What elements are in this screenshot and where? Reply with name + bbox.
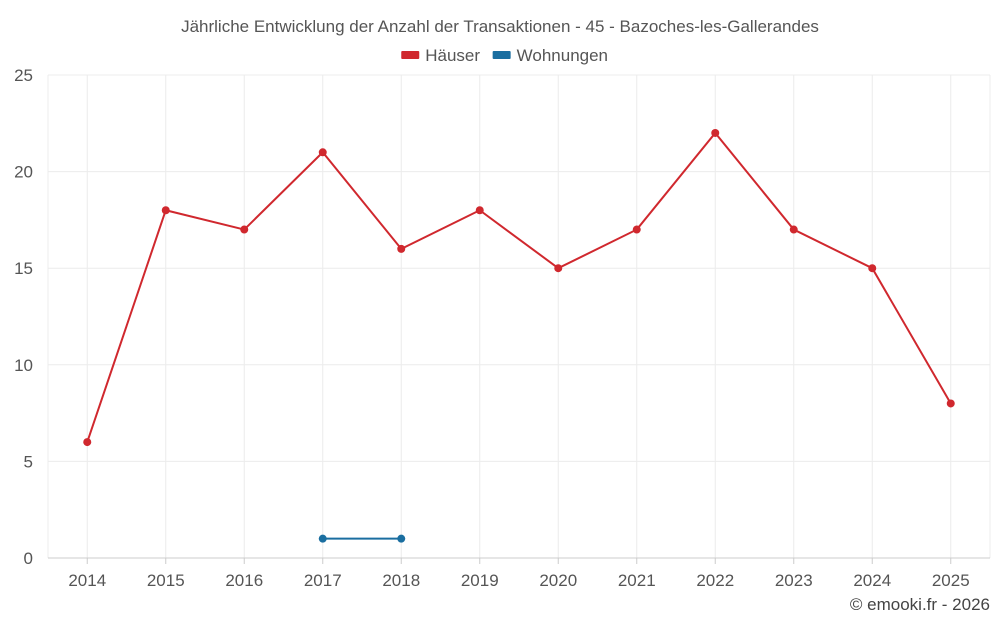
data-point-haeuser: [475, 206, 484, 215]
data-point-haeuser: [632, 225, 641, 234]
y-tick-label: 10: [14, 356, 33, 375]
x-tick-label: 2025: [932, 571, 970, 590]
data-point-haeuser: [946, 399, 955, 408]
data-point-haeuser: [554, 264, 563, 273]
data-point-haeuser: [83, 438, 92, 447]
x-tick-label: 2018: [382, 571, 420, 590]
data-point-haeuser: [397, 244, 406, 253]
legend: Häuser Wohnungen: [401, 46, 608, 65]
data-point-haeuser: [161, 206, 170, 215]
data-point-haeuser: [868, 264, 877, 273]
y-tick-label: 5: [24, 452, 33, 471]
x-tick-label: 2021: [618, 571, 656, 590]
x-tick-label: 2017: [304, 571, 342, 590]
data-point-wohnungen: [397, 534, 406, 543]
series-layer: [83, 128, 955, 543]
x-tick-label: 2019: [461, 571, 499, 590]
x-tick-label: 2016: [225, 571, 263, 590]
data-point-wohnungen: [318, 534, 327, 543]
legend-swatch-haeuser: [401, 51, 420, 59]
legend-swatch-wohnungen: [492, 51, 511, 59]
chart-title: Jährliche Entwicklung der Anzahl der Tra…: [181, 17, 819, 36]
data-point-haeuser: [318, 148, 327, 157]
data-point-haeuser: [240, 225, 249, 234]
x-tick-label: 2024: [853, 571, 891, 590]
data-point-haeuser: [711, 128, 720, 137]
x-tick-label: 2022: [696, 571, 734, 590]
y-tick-label: 25: [14, 66, 33, 85]
x-tick-label: 2015: [147, 571, 185, 590]
legend-label-haeuser: Häuser: [425, 46, 480, 65]
data-point-haeuser: [789, 225, 798, 234]
x-tick-label: 2020: [539, 571, 577, 590]
grid: [47, 74, 991, 558]
y-tick-label: 20: [14, 163, 33, 182]
credit-text: © emooki.fr - 2026: [850, 595, 990, 614]
x-tick-label: 2014: [68, 571, 106, 590]
x-tick-label: 2023: [775, 571, 813, 590]
legend-label-wohnungen: Wohnungen: [517, 46, 608, 65]
series-line-haeuser: [86, 131, 952, 443]
y-tick-label: 0: [24, 549, 33, 568]
y-tick-label: 15: [14, 259, 33, 278]
